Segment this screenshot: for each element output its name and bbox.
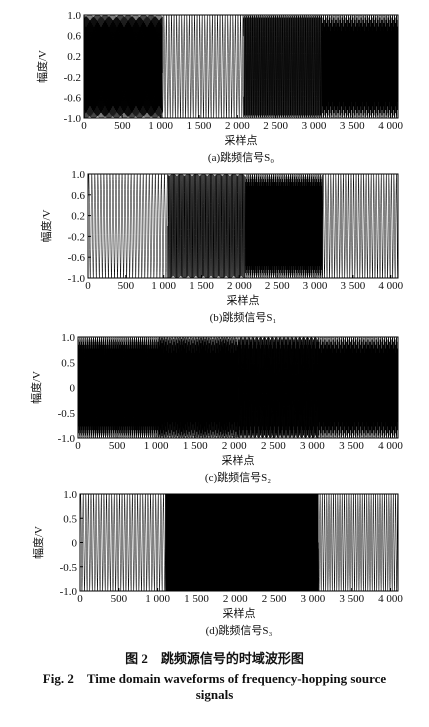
- x-tick-label: 1 000: [148, 120, 173, 132]
- x-axis-label: 采样点: [222, 453, 255, 467]
- x-tick-label: 3 500: [339, 593, 364, 605]
- x-tick-label: 3 000: [302, 120, 327, 132]
- x-axis-label: 采样点: [223, 606, 256, 620]
- x-tick-label: 2 000: [223, 593, 248, 605]
- x-tick-label: 1 500: [187, 120, 212, 132]
- y-tick-label: -1.0: [60, 586, 78, 598]
- x-tick-label: 4 000: [378, 593, 403, 605]
- caption-en: Fig. 2 Time domain waveforms of frequenc…: [42, 671, 387, 702]
- x-tick-label: 500: [118, 280, 135, 292]
- subplot-caption: (a)跳频信号S₀: [208, 150, 274, 164]
- x-tick-label: 2 500: [263, 120, 288, 132]
- y-tick-label: -0.2: [68, 231, 85, 243]
- y-tick-label: 0.2: [71, 211, 85, 223]
- figure: 0 500 1 000 1 500 2 000 2 500 3 000 3 500 4 000 1…: [29, 10, 404, 637]
- y-tick-label: 1.0: [61, 332, 75, 344]
- subplot-caption: (b)跳频信号S₁: [210, 310, 277, 324]
- x-tick-label: 2 500: [262, 593, 287, 605]
- x-tick-label: 0: [77, 593, 83, 605]
- hop-segment: [237, 337, 319, 438]
- x-tick-label: 3 500: [339, 440, 364, 452]
- hop-segment: [243, 15, 322, 118]
- x-tick-label: 1 000: [144, 440, 169, 452]
- x-tick-label: 500: [111, 593, 128, 605]
- x-tick-label: 4 000: [378, 440, 403, 452]
- hop-segment: [318, 493, 399, 592]
- y-tick-label: 0.6: [67, 31, 81, 43]
- hop-segment: [322, 173, 399, 279]
- y-tick-label: -0.5: [58, 408, 76, 420]
- x-tick-label: 2 000: [222, 440, 247, 452]
- x-tick-label: 4 000: [378, 120, 403, 132]
- hop-segment: [167, 173, 246, 279]
- subplot-caption: (d)跳频信号S₃: [206, 623, 273, 637]
- x-tick-label: 2 500: [261, 440, 286, 452]
- hop-segment: [165, 493, 319, 592]
- x-tick-label: 0: [81, 120, 87, 132]
- x-tick-label: 500: [114, 120, 131, 132]
- y-tick-label: -1.0: [68, 273, 86, 285]
- hop-segment: [77, 337, 159, 438]
- y-tick-label: 1.0: [63, 489, 77, 501]
- y-tick-label: 0: [72, 538, 78, 550]
- x-tick-label: 1 000: [151, 280, 176, 292]
- x-tick-label: 1 500: [189, 280, 214, 292]
- x-tick-label: 0: [75, 440, 81, 452]
- x-tick-label: 2 000: [227, 280, 252, 292]
- hop-segment: [87, 173, 168, 279]
- y-axis-label: 幅度/V: [31, 526, 45, 559]
- y-tick-label: -1.0: [58, 433, 76, 445]
- x-axis-label: 采样点: [225, 133, 258, 147]
- x-tick-label: 3 500: [340, 120, 365, 132]
- hop-segment: [79, 493, 166, 592]
- x-tick-label: 1 500: [183, 440, 208, 452]
- hop-segment: [162, 14, 244, 119]
- x-axis-label: 采样点: [227, 293, 260, 307]
- hop-segment: [245, 174, 323, 278]
- y-tick-label: 1.0: [71, 169, 85, 181]
- y-axis-label: 幅度/V: [29, 371, 43, 404]
- x-tick-label: 2 500: [265, 280, 290, 292]
- hop-segment: [317, 337, 399, 438]
- x-tick-label: 3 500: [341, 280, 366, 292]
- x-tick-label: 0: [85, 280, 91, 292]
- y-tick-label: -0.6: [68, 252, 86, 264]
- x-tick-label: 4 000: [378, 280, 403, 292]
- x-tick-label: 3 000: [300, 440, 325, 452]
- hop-segment: [157, 336, 239, 439]
- y-tick-label: 0: [70, 383, 76, 395]
- y-tick-label: 0.6: [71, 190, 85, 202]
- x-tick-label: 500: [109, 440, 126, 452]
- x-tick-label: 3 000: [301, 593, 326, 605]
- hop-segment: [83, 14, 163, 119]
- y-tick-label: -0.6: [64, 92, 82, 104]
- y-tick-label: 0.2: [67, 51, 81, 63]
- x-tick-label: 1 500: [184, 593, 209, 605]
- subplot-caption: (c)跳频信号S₂: [205, 470, 271, 484]
- plot-frame: [83, 14, 399, 119]
- y-axis-label: 幅度/V: [39, 209, 53, 242]
- y-tick-label: 1.0: [67, 10, 81, 22]
- y-axis-label: 幅度/V: [35, 50, 49, 83]
- x-tick-label: 1 000: [145, 593, 170, 605]
- caption-zh: 图 2 跳频源信号的时域波形图: [125, 651, 304, 666]
- plot-frame: [87, 173, 399, 279]
- y-tick-label: -0.5: [60, 562, 78, 574]
- x-tick-label: 3 000: [303, 280, 328, 292]
- y-tick-label: 0.5: [63, 513, 77, 525]
- y-tick-label: -0.2: [64, 72, 81, 84]
- x-tick-label: 2 000: [225, 120, 250, 132]
- y-tick-label: -1.0: [64, 113, 82, 125]
- y-tick-label: 0.5: [61, 357, 75, 369]
- hop-segment: [321, 15, 399, 118]
